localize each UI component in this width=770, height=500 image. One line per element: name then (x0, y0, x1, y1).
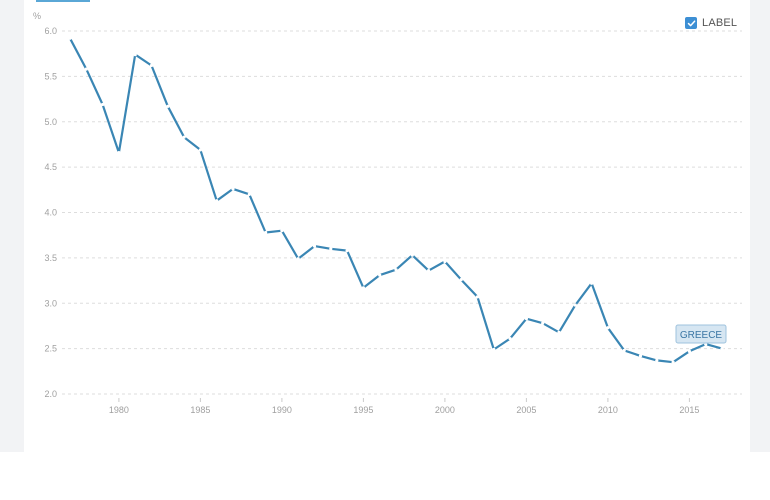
data-point (296, 257, 300, 261)
checkbox-checked-icon[interactable] (685, 17, 697, 29)
x-tick-label: 1985 (190, 405, 210, 415)
y-tick-label: 3.0 (44, 298, 57, 308)
data-point (247, 192, 251, 196)
data-point (655, 358, 659, 363)
data-point (198, 148, 202, 152)
x-tick-label: 1980 (109, 405, 129, 415)
x-tick-label: 2000 (435, 405, 455, 415)
data-point (720, 347, 724, 351)
line-chart: % 2.02.53.03.54.04.55.05.56.0 1980 1985 19… (33, 11, 742, 415)
label-toggle[interactable]: LABEL (685, 15, 737, 31)
data-point (410, 253, 414, 257)
data-point (280, 229, 284, 233)
data-point (394, 268, 398, 272)
data-point (101, 102, 105, 107)
data-point (638, 354, 643, 358)
data-point (590, 281, 594, 285)
x-tick-label: 1990 (272, 405, 292, 415)
x-axis-ticks: 1980 1985 1990 1995 2000 2005 2010 2015 (109, 398, 699, 415)
chart-frame: % 2.0 2.5 3.0 3.5 4.0 4.5 5.0 5.5 6.0 1980 1985 19… (0, 0, 770, 452)
data-point (427, 268, 431, 273)
grid-lines (62, 30, 742, 395)
data-point (443, 259, 447, 264)
x-tick-label: 2005 (516, 405, 536, 415)
data-point (133, 52, 137, 57)
data-point (231, 187, 235, 191)
x-tick-label: 1995 (353, 405, 373, 415)
data-point (182, 135, 186, 139)
data-point (557, 330, 561, 334)
y-tick-label: 4.5 (44, 162, 57, 172)
data-point (541, 321, 545, 325)
y-tick-label: 6.0 (44, 26, 57, 36)
data-point (117, 151, 121, 155)
y-tick-label: 5.5 (44, 71, 57, 81)
chart-card (24, 0, 750, 452)
data-point (68, 36, 72, 40)
checkmark-icon (687, 19, 695, 26)
series-line-greece (69, 37, 723, 364)
data-point (166, 104, 170, 108)
data-point (492, 347, 496, 352)
data-point (573, 303, 577, 307)
data-point (622, 348, 626, 353)
data-point (606, 326, 610, 330)
tab-indicator (36, 0, 90, 2)
data-point (312, 244, 317, 248)
series-label-greece: GREECE (675, 324, 727, 344)
y-tick-label: 2.0 (44, 389, 57, 399)
data-point (264, 230, 268, 235)
data-point (671, 360, 675, 364)
data-point (149, 63, 154, 68)
data-point (378, 273, 382, 277)
series-label-text: GREECE (680, 330, 723, 341)
data-point (329, 247, 333, 251)
series-points (68, 36, 724, 364)
data-point (508, 337, 512, 341)
data-point (84, 67, 88, 71)
y-tick-label: 4.0 (44, 208, 57, 218)
y-tick-label: 2.5 (44, 344, 57, 354)
y-tick-label: 3.5 (44, 253, 57, 263)
data-point (475, 295, 480, 299)
data-point (687, 349, 692, 353)
x-tick-label: 2015 (679, 405, 699, 415)
data-point (215, 199, 219, 203)
y-axis-label: % (33, 11, 41, 21)
data-point (345, 249, 349, 253)
y-axis-ticks: 2.0 2.5 3.0 3.5 4.0 4.5 5.0 5.5 6.0 (44, 26, 57, 399)
label-toggle-text: LABEL (702, 17, 738, 29)
x-tick-label: 2010 (598, 405, 618, 415)
data-point (524, 317, 529, 321)
data-point (459, 278, 463, 282)
data-point (361, 286, 365, 290)
y-tick-label: 5.0 (44, 117, 57, 127)
